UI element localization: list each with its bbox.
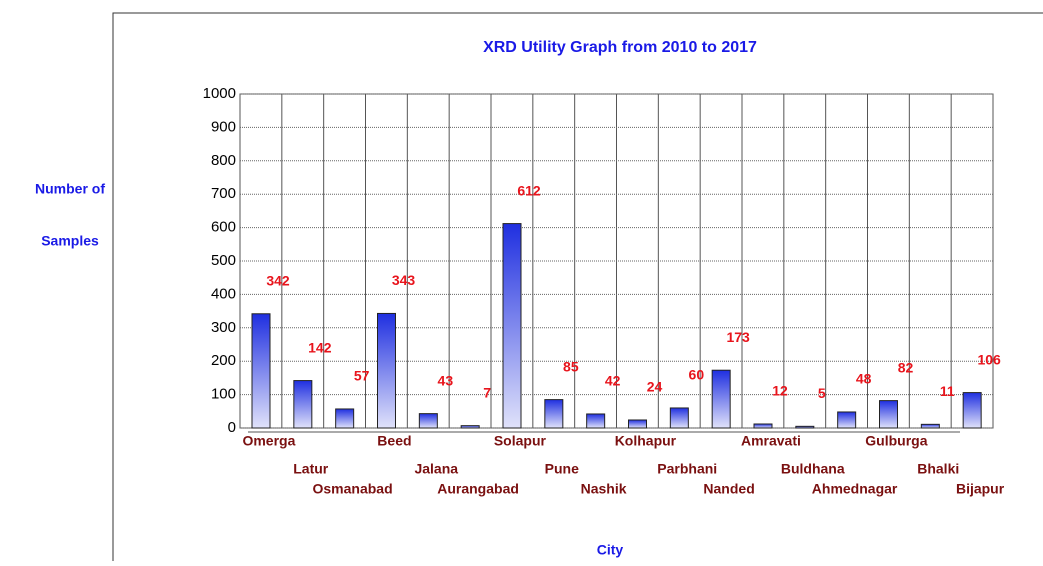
bar [879,400,898,429]
y-axis-label: Samples [41,233,99,249]
y-tick-label: 500 [211,252,236,269]
bar [377,312,396,429]
y-tick-label: 800 [211,152,236,169]
bar [502,223,522,429]
x-tick-label: Beed [377,433,411,449]
x-tick-label: Latur [293,461,329,477]
x-tick-label: Amravati [741,433,801,449]
bar [962,392,982,429]
x-tick-label: Omerga [242,433,295,449]
chart-title: XRD Utility Graph from 2010 to 2017 [483,39,757,56]
x-tick-label: Parbhani [657,461,717,477]
value-label: 43 [438,372,454,388]
value-label: 24 [647,379,663,395]
x-tick-label: Bhalki [917,461,959,477]
value-label: 12 [772,383,788,399]
value-label: 11 [940,383,955,399]
x-axis-label: City [597,542,624,558]
frame [112,12,1043,561]
value-label: 48 [856,371,872,387]
value-label: 612 [517,182,541,198]
value-label: 7 [483,384,491,400]
x-tick-label: Jalana [414,461,458,477]
y-tick-label: 300 [211,319,236,336]
bar [669,407,689,429]
bar [920,423,940,429]
bar [460,425,480,429]
value-label: 5 [818,385,826,401]
bar [418,413,438,429]
value-label: 42 [605,373,621,389]
x-tick-label: Gulburga [865,433,927,449]
value-label: 142 [308,339,332,355]
value-label: 85 [563,358,579,374]
x-tick-label: Kolhapur [615,433,677,449]
bar [544,399,564,429]
y-tick-label: 1000 [203,85,236,102]
y-tick-label: 100 [211,386,236,403]
value-label: 106 [977,351,1001,367]
bar [335,408,355,429]
y-axis-label: Number of [35,181,105,197]
y-tick-label: 200 [211,352,236,369]
y-tick-label: 0 [228,419,236,436]
bar [293,380,313,429]
value-label: 342 [266,272,290,288]
bar [753,423,773,429]
bar [711,369,731,429]
y-tick-label: 700 [211,185,236,202]
bar [251,313,271,429]
y-tick-label: 900 [211,118,236,135]
x-tick-label: Ahmednagar [812,481,898,497]
x-tick-label: Osmanabad [313,481,393,497]
x-tick-label: Nanded [703,481,754,497]
bar [837,411,857,429]
value-label: 82 [898,359,914,375]
x-tick-label: Aurangabad [437,481,519,497]
value-label: 60 [689,367,705,383]
x-tick-label: Pune [545,461,579,477]
x-tick-label: Buldhana [781,461,845,477]
x-tick-label: Solapur [494,433,547,449]
value-label: 343 [392,272,416,288]
x-tick-label: Bijapur [956,481,1005,497]
bar [628,419,647,429]
bar [795,425,815,429]
y-tick-label: 400 [211,285,236,302]
x-tick-label: Nashik [581,481,627,497]
bar [586,413,606,429]
value-label: 173 [726,329,750,345]
y-tick-label: 600 [211,219,236,236]
value-label: 57 [354,368,370,384]
